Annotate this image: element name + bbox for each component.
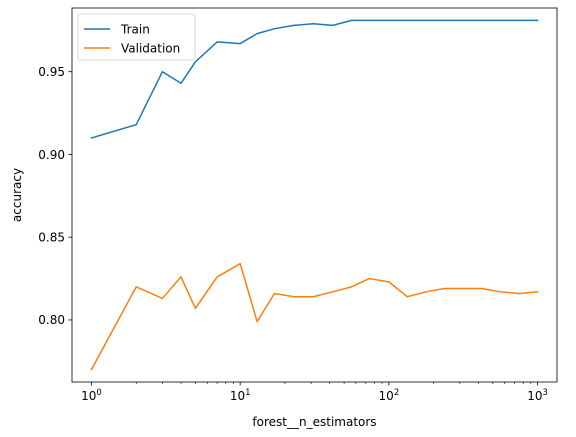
y-axis-label: accuracy: [10, 168, 24, 222]
y-tick-label: 0.95: [38, 65, 65, 79]
y-tick-label: 0.90: [38, 148, 65, 162]
x-tick-label: 102: [379, 388, 400, 403]
legend-label-0: Train: [120, 22, 150, 36]
plot-area: [71, 7, 558, 383]
y-tick-label: 0.80: [38, 313, 65, 327]
x-axis-label: forest__n_estimators: [252, 415, 376, 429]
x-tick-label: 101: [230, 388, 251, 403]
legend: Train Validation: [77, 13, 196, 61]
series-line-1: [90, 262, 539, 371]
x-axis-ticks: 100 101 102 103: [81, 382, 548, 403]
x-tick-label: 103: [527, 388, 548, 403]
axes-frame: [71, 7, 558, 383]
x-tick-label: 100: [81, 388, 102, 403]
legend-label-1: Validation: [121, 41, 180, 55]
series-line-0: [90, 19, 539, 139]
y-axis-ticks: 0.80 0.85 0.90 0.95: [38, 65, 72, 327]
y-tick-label: 0.85: [38, 230, 65, 244]
